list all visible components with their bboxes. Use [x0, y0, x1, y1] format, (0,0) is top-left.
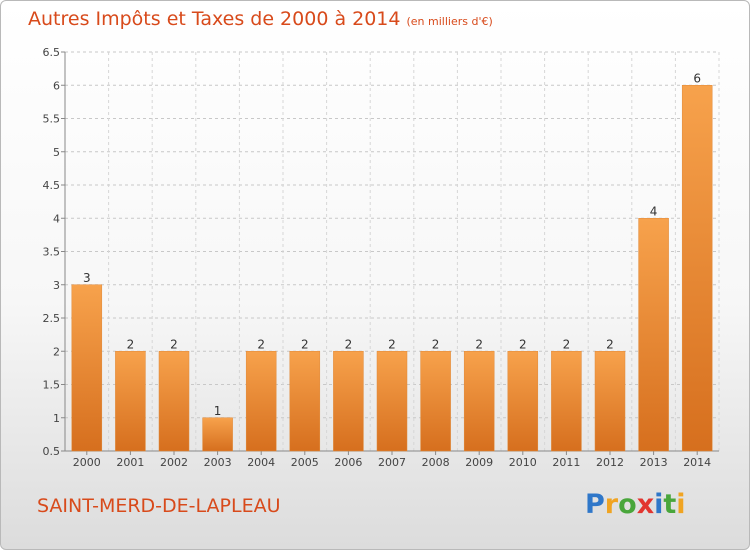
bar[interactable]	[594, 351, 626, 452]
y-tick-label: 6.5	[43, 46, 61, 59]
y-tick-label: 5	[53, 146, 60, 159]
logo-letter: i	[654, 489, 664, 520]
bar[interactable]	[245, 351, 277, 452]
data-label: 2	[170, 337, 178, 351]
y-tick-label: 0.5	[43, 445, 61, 458]
y-tick-label: 3.5	[43, 246, 61, 259]
bar[interactable]	[376, 351, 408, 452]
logo-letter: r	[604, 489, 619, 520]
data-label: 2	[432, 337, 440, 351]
x-tick-label: 2000	[73, 456, 101, 469]
logo-letter: o	[618, 489, 637, 520]
data-label: 1	[214, 404, 222, 418]
data-label: 3	[83, 271, 91, 285]
logo-letter: P	[585, 489, 605, 520]
data-label: 2	[606, 337, 614, 351]
x-tick-label: 2008	[422, 456, 450, 469]
bar[interactable]	[71, 284, 103, 452]
logo-letter: x	[636, 489, 655, 520]
y-tick-label: 2.5	[43, 312, 61, 325]
x-tick-label: 2014	[683, 456, 711, 469]
data-label: 2	[257, 337, 265, 351]
bar[interactable]	[638, 218, 669, 452]
data-label: 4	[650, 204, 658, 218]
data-label: 2	[345, 337, 353, 351]
bar[interactable]	[681, 85, 713, 452]
bar[interactable]	[507, 351, 539, 452]
y-tick-label: 4.5	[43, 179, 61, 192]
place-name: SAINT-MERD-DE-LAPLEAU	[37, 495, 281, 517]
x-tick-label: 2013	[640, 456, 668, 469]
data-label: 2	[301, 337, 309, 351]
x-tick-label: 2001	[116, 456, 144, 469]
x-tick-label: 2003	[204, 456, 232, 469]
bar[interactable]	[551, 351, 582, 452]
bar[interactable]	[158, 351, 190, 452]
chart-unit: (en milliers d'€)	[406, 15, 493, 28]
y-tick-label: 6	[53, 79, 60, 92]
bar[interactable]	[115, 351, 146, 452]
x-tick-label: 2012	[596, 456, 624, 469]
logo-letter: i	[676, 489, 686, 520]
x-tick-label: 2009	[465, 456, 493, 469]
chart-title: Autres Impôts et Taxes de 2000 à 2014	[28, 8, 401, 30]
logo-letter: t	[663, 489, 677, 520]
bar[interactable]	[202, 417, 233, 452]
x-tick-label: 2002	[160, 456, 188, 469]
x-tick-label: 2010	[509, 456, 537, 469]
x-tick-label: 2004	[247, 456, 275, 469]
y-tick-label: 2	[53, 345, 60, 358]
y-tick-label: 4	[53, 212, 60, 225]
data-label: 2	[475, 337, 483, 351]
data-label: 2	[563, 337, 571, 351]
bar-layer	[71, 85, 713, 452]
bar[interactable]	[420, 351, 451, 452]
x-tick-label: 2007	[378, 456, 406, 469]
y-tick-label: 5.5	[43, 113, 61, 126]
x-tick-label: 2011	[552, 456, 580, 469]
y-tick-label: 1.5	[43, 379, 61, 392]
data-label: 2	[127, 337, 135, 351]
data-label: 2	[388, 337, 396, 351]
proxiti-logo[interactable]: Proxiti	[585, 489, 686, 520]
bar[interactable]	[463, 351, 495, 452]
label-layer: 3 2 2 1 2 2 2 2 2 2 2 2 2 4 6	[83, 71, 701, 418]
y-tick-label: 3	[53, 279, 60, 292]
chart-title-block: Autres Impôts et Taxes de 2000 à 2014 (en…	[28, 8, 493, 30]
y-tick-label: 1	[53, 412, 60, 425]
data-label: 6	[693, 71, 701, 85]
bar[interactable]	[289, 351, 321, 452]
x-tick-label: 2006	[334, 456, 362, 469]
bar[interactable]	[333, 351, 364, 452]
data-label: 2	[519, 337, 527, 351]
x-tick-label: 2005	[291, 456, 319, 469]
